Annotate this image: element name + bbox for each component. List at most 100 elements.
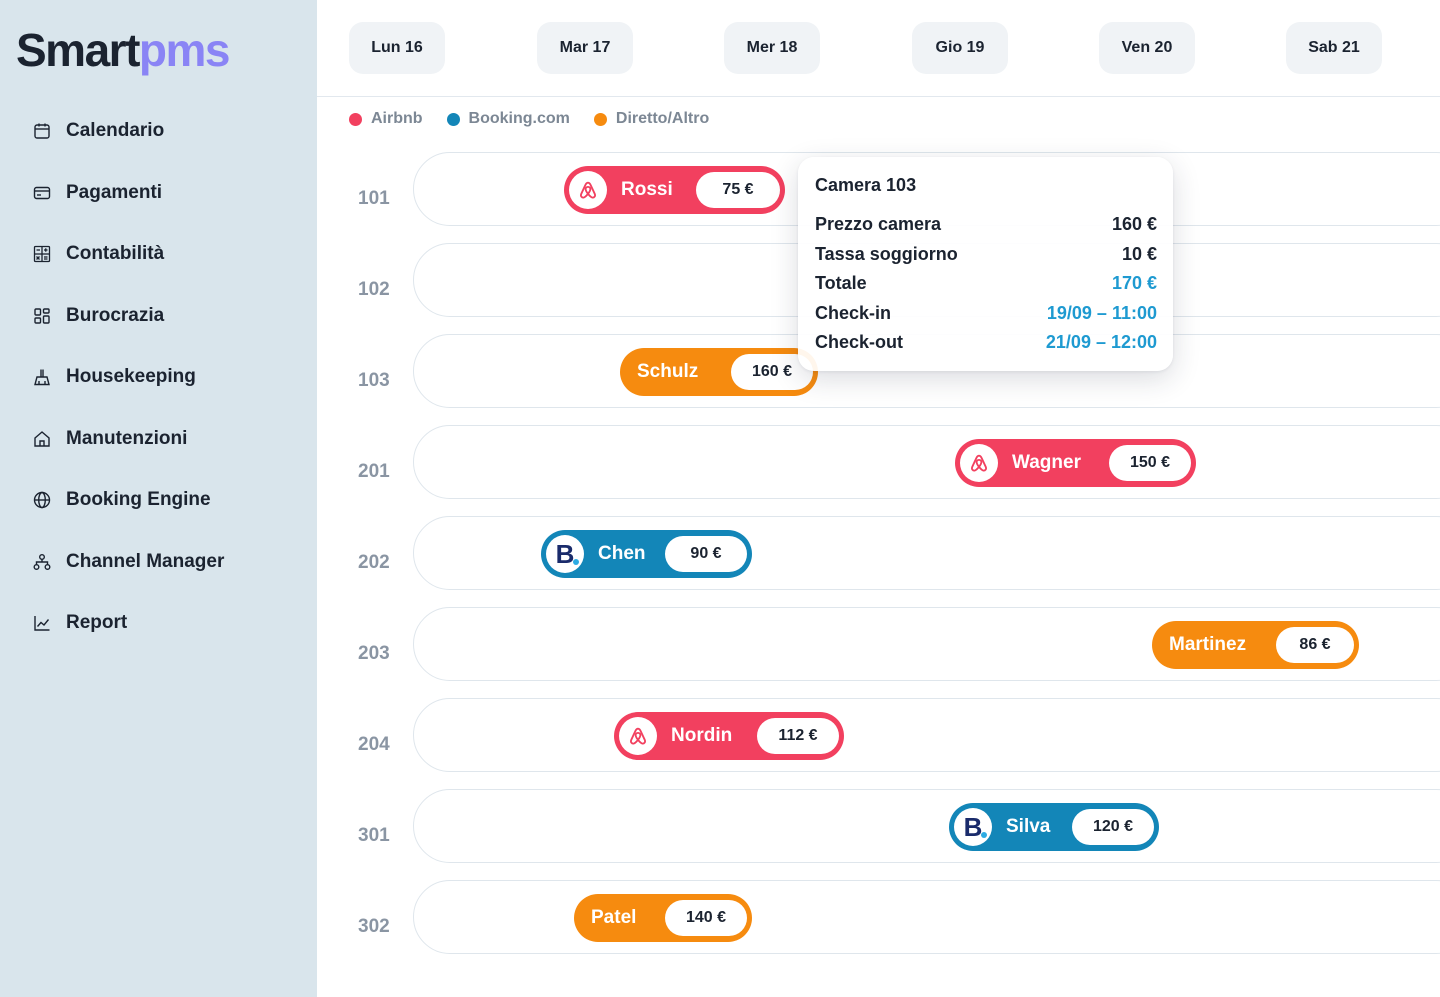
room-label-204: 204 bbox=[358, 734, 390, 755]
room-label-102: 102 bbox=[358, 279, 390, 300]
day-pill-sab[interactable]: Sab 21 bbox=[1286, 22, 1382, 74]
sidebar-item-burocrazia[interactable]: Burocrazia bbox=[32, 296, 164, 336]
sidebar: Smartpms Calendario Pagamenti Contabilit… bbox=[0, 0, 317, 997]
booking-details-tooltip: Camera 103 Prezzo camera 160 € Tassa sog… bbox=[798, 157, 1173, 371]
calendar-icon bbox=[32, 121, 52, 141]
tooltip-label: Check-in bbox=[815, 302, 892, 323]
grid-icon bbox=[32, 306, 52, 326]
airbnb-icon bbox=[619, 717, 657, 755]
sidebar-item-calendario[interactable]: Calendario bbox=[32, 111, 164, 151]
booking-guest-name: Patel bbox=[591, 907, 637, 928]
sidebar-item-label: Pagamenti bbox=[66, 182, 163, 203]
booking-price: 140 € bbox=[665, 900, 747, 936]
credit-card-icon bbox=[32, 183, 52, 203]
network-icon bbox=[32, 552, 52, 572]
globe-icon bbox=[32, 490, 52, 510]
booking-nordin[interactable]: Nordin 112 € bbox=[614, 712, 844, 760]
room-label-301: 301 bbox=[358, 825, 390, 846]
booking-price: 112 € bbox=[757, 718, 839, 754]
room-row-204[interactable] bbox=[413, 698, 1440, 772]
room-label-203: 203 bbox=[358, 643, 390, 664]
sidebar-item-manutenzioni[interactable]: Manutenzioni bbox=[32, 419, 187, 459]
booking-price: 120 € bbox=[1072, 809, 1154, 845]
sidebar-item-contabilita[interactable]: Contabilità bbox=[32, 234, 164, 274]
day-header: Lun 16 Mar 17 Mer 18 Gio 19 Ven 20 Sab 2… bbox=[317, 0, 1440, 97]
booking-guest-name: Schulz bbox=[637, 361, 699, 382]
booking-price: 75 € bbox=[696, 172, 780, 208]
tooltip-label: Prezzo camera bbox=[815, 214, 942, 235]
direct-dot bbox=[593, 112, 607, 126]
sidebar-item-label: Channel Manager bbox=[66, 551, 225, 572]
day-pill-gio[interactable]: Gio 19 bbox=[912, 22, 1008, 74]
room-label-201: 201 bbox=[358, 461, 390, 482]
room-label-103: 103 bbox=[358, 370, 390, 391]
day-pill-lun[interactable]: Lun 16 bbox=[349, 22, 445, 74]
booking-dot bbox=[446, 112, 460, 126]
tooltip-row-room-price: Prezzo camera 160 € bbox=[815, 210, 1157, 240]
booking-patel[interactable]: Patel 140 € bbox=[574, 894, 752, 942]
sidebar-item-label: Booking Engine bbox=[66, 489, 211, 510]
booking-com-icon: B bbox=[546, 535, 584, 573]
legend-item-booking[interactable]: Booking.com bbox=[446, 110, 570, 128]
airbnb-icon bbox=[569, 171, 607, 209]
sidebar-item-label: Report bbox=[66, 612, 128, 633]
channel-legend: Airbnb Booking.com Diretto/Altro bbox=[349, 108, 733, 130]
booking-guest-name: Chen bbox=[598, 543, 646, 564]
tooltip-value: 10 € bbox=[1121, 243, 1157, 264]
booking-schulz[interactable]: Schulz 160 € bbox=[620, 348, 818, 396]
booking-rossi[interactable]: Rossi 75 € bbox=[564, 166, 785, 214]
app-logo[interactable]: Smartpms bbox=[16, 24, 230, 76]
day-pill-ven[interactable]: Ven 20 bbox=[1099, 22, 1195, 74]
room-label-202: 202 bbox=[358, 552, 390, 573]
airbnb-icon bbox=[960, 444, 998, 482]
tooltip-label: Check-out bbox=[815, 332, 904, 353]
legend-label: Airbnb bbox=[371, 110, 423, 127]
sidebar-item-report[interactable]: Report bbox=[32, 603, 127, 643]
tooltip-row-total: Totale 170 € bbox=[815, 269, 1157, 299]
room-label-302: 302 bbox=[358, 916, 390, 937]
room-label-101: 101 bbox=[358, 188, 390, 209]
booking-guest-name: Silva bbox=[1006, 816, 1051, 837]
chart-icon bbox=[32, 613, 52, 633]
tooltip-value: 170 € bbox=[1111, 273, 1157, 294]
home-icon bbox=[32, 429, 52, 449]
booking-martinez[interactable]: Martinez 86 € bbox=[1152, 621, 1359, 669]
sidebar-item-booking-engine[interactable]: Booking Engine bbox=[32, 480, 211, 520]
sidebar-item-label: Burocrazia bbox=[66, 305, 165, 326]
sidebar-item-label: Calendario bbox=[66, 120, 165, 141]
legend-label: Booking.com bbox=[468, 110, 570, 127]
tooltip-label: Totale bbox=[815, 273, 867, 294]
booking-wagner[interactable]: Wagner 150 € bbox=[955, 439, 1196, 487]
sidebar-item-label: Housekeeping bbox=[66, 366, 196, 387]
calculator-icon bbox=[32, 244, 52, 264]
booking-silva[interactable]: B Silva 120 € bbox=[949, 803, 1159, 851]
legend-item-direct[interactable]: Diretto/Altro bbox=[593, 110, 710, 128]
tooltip-title: Camera 103 bbox=[815, 175, 917, 195]
sidebar-item-label: Manutenzioni bbox=[66, 428, 188, 449]
cleaning-icon bbox=[32, 367, 52, 387]
day-pill-mar[interactable]: Mar 17 bbox=[537, 22, 633, 74]
booking-guest-name: Rossi bbox=[621, 179, 673, 200]
tooltip-label: Tassa soggiorno bbox=[815, 243, 958, 264]
booking-com-icon: B bbox=[954, 808, 992, 846]
tooltip-row-checkin: Check-in 19/09 – 11:00 bbox=[815, 299, 1157, 329]
sidebar-item-housekeeping[interactable]: Housekeeping bbox=[32, 357, 196, 397]
tooltip-row-tax: Tassa soggiorno 10 € bbox=[815, 240, 1157, 270]
sidebar-item-pagamenti[interactable]: Pagamenti bbox=[32, 173, 162, 213]
room-row-302[interactable] bbox=[413, 880, 1440, 954]
tooltip-value: 19/09 – 11:00 bbox=[1046, 302, 1157, 323]
booking-price: 90 € bbox=[665, 536, 747, 572]
legend-item-airbnb[interactable]: Airbnb bbox=[349, 110, 423, 128]
sidebar-item-channel-manager[interactable]: Channel Manager bbox=[32, 542, 224, 582]
legend-label: Diretto/Altro bbox=[615, 110, 710, 127]
room-row-201[interactable] bbox=[413, 425, 1440, 499]
booking-guest-name: Wagner bbox=[1012, 452, 1081, 473]
sidebar-item-label: Contabilità bbox=[66, 243, 165, 264]
tooltip-value: 160 € bbox=[1111, 214, 1157, 235]
booking-price: 150 € bbox=[1109, 445, 1191, 481]
booking-guest-name: Nordin bbox=[671, 725, 733, 746]
room-row-301[interactable] bbox=[413, 789, 1440, 863]
booking-chen[interactable]: B Chen 90 € bbox=[541, 530, 752, 578]
day-pill-mer[interactable]: Mer 18 bbox=[724, 22, 820, 74]
tooltip-row-checkout: Check-out 21/09 – 12:00 bbox=[815, 328, 1157, 358]
